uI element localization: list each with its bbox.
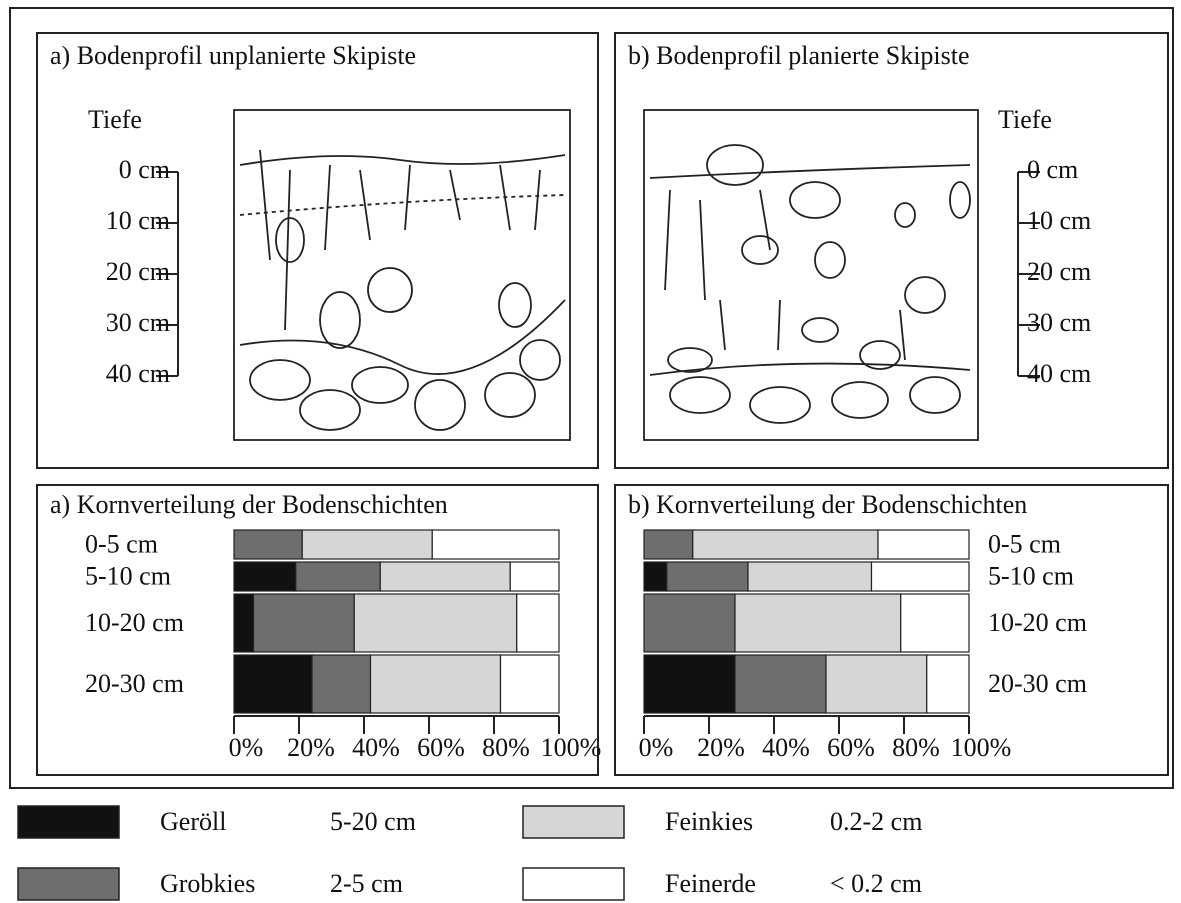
bar-segment [509, 561, 560, 592]
legend-name: Feinerde [665, 869, 756, 898]
category-label: 10-20 cm [988, 608, 1087, 637]
bar-segment [825, 654, 928, 714]
depth-label: 20 cm [106, 257, 170, 286]
axis-title: Tiefe [998, 105, 1052, 134]
bar-segment [692, 529, 879, 560]
legend-range: 0.2-2 cm [830, 807, 922, 836]
bar-segment [379, 561, 511, 592]
panel [614, 484, 1169, 776]
legend-swatch [17, 867, 120, 901]
legend-swatch [522, 867, 625, 901]
x-tick-label: 0% [639, 733, 674, 762]
bar-segment [877, 529, 970, 560]
depth-label: 30 cm [1027, 308, 1091, 337]
bar-segment [431, 529, 560, 560]
depth-label: 0 cm [119, 155, 170, 184]
profile-drawing [233, 109, 571, 441]
bar-segment [499, 654, 560, 714]
bar-segment [926, 654, 970, 714]
bar-segment [516, 593, 560, 653]
bar-segment [870, 561, 970, 592]
bar-segment [900, 593, 970, 653]
depth-label: 0 cm [1027, 155, 1078, 184]
x-tick-label: 80% [482, 733, 530, 762]
bar-segment [643, 654, 736, 714]
x-tick-label: 0% [229, 733, 264, 762]
bar-segment [295, 561, 381, 592]
depth-label: 40 cm [1027, 359, 1091, 388]
x-tick-label: 80% [892, 733, 940, 762]
chart-title: b) Kornverteilung der Bodenschichten [628, 490, 1027, 519]
legend-name: Feinkies [665, 807, 753, 836]
panel [36, 32, 599, 469]
bar-segment [233, 654, 313, 714]
legend-range: 5-20 cm [330, 807, 416, 836]
bar-segment [747, 561, 873, 592]
legend-swatch [522, 805, 625, 839]
depth-label: 10 cm [106, 206, 170, 235]
panel-title: b) Bodenprofil planierte Skipiste [628, 41, 970, 70]
x-tick-label: 60% [417, 733, 465, 762]
x-tick-label: 100% [951, 733, 1012, 762]
depth-label: 40 cm [106, 359, 170, 388]
bar-segment [233, 561, 297, 592]
x-tick-label: 40% [762, 733, 810, 762]
depth-label: 30 cm [106, 308, 170, 337]
depth-label: 10 cm [1027, 206, 1091, 235]
outer-frame [9, 7, 1174, 789]
category-label: 10-20 cm [85, 608, 184, 637]
bar-segment [233, 529, 303, 560]
x-tick-label: 100% [541, 733, 602, 762]
bar-segment [666, 561, 749, 592]
bar-segment [734, 593, 902, 653]
bar-segment [734, 654, 827, 714]
category-label: 20-30 cm [85, 669, 184, 698]
panel-title: a) Bodenprofil unplanierte Skipiste [50, 41, 416, 70]
x-tick-label: 20% [697, 733, 745, 762]
x-tick-label: 60% [827, 733, 875, 762]
category-label: 5-10 cm [85, 561, 171, 590]
legend-name: Geröll [160, 807, 226, 836]
category-label: 0-5 cm [988, 529, 1061, 558]
category-label: 0-5 cm [85, 529, 158, 558]
x-tick-label: 40% [352, 733, 400, 762]
bar-segment [301, 529, 433, 560]
chart-title: a) Kornverteilung der Bodenschichten [50, 490, 448, 519]
legend-range: 2-5 cm [330, 869, 403, 898]
legend-swatch [17, 805, 120, 839]
category-label: 20-30 cm [988, 669, 1087, 698]
legend-name: Grobkies [160, 869, 255, 898]
bar-segment [311, 654, 372, 714]
panel [36, 484, 599, 776]
legend-range: < 0.2 cm [830, 869, 922, 898]
bar-segment [643, 561, 668, 592]
x-tick-label: 20% [287, 733, 335, 762]
category-label: 5-10 cm [988, 561, 1074, 590]
bar-segment [252, 593, 355, 653]
bar-segment [643, 593, 736, 653]
bar-segment [643, 529, 694, 560]
profile-drawing [643, 109, 979, 441]
panel [614, 32, 1169, 469]
bar-segment [353, 593, 518, 653]
axis-title: Tiefe [88, 105, 142, 134]
depth-label: 20 cm [1027, 257, 1091, 286]
bar-segment [369, 654, 502, 714]
bar-segment [233, 593, 255, 653]
